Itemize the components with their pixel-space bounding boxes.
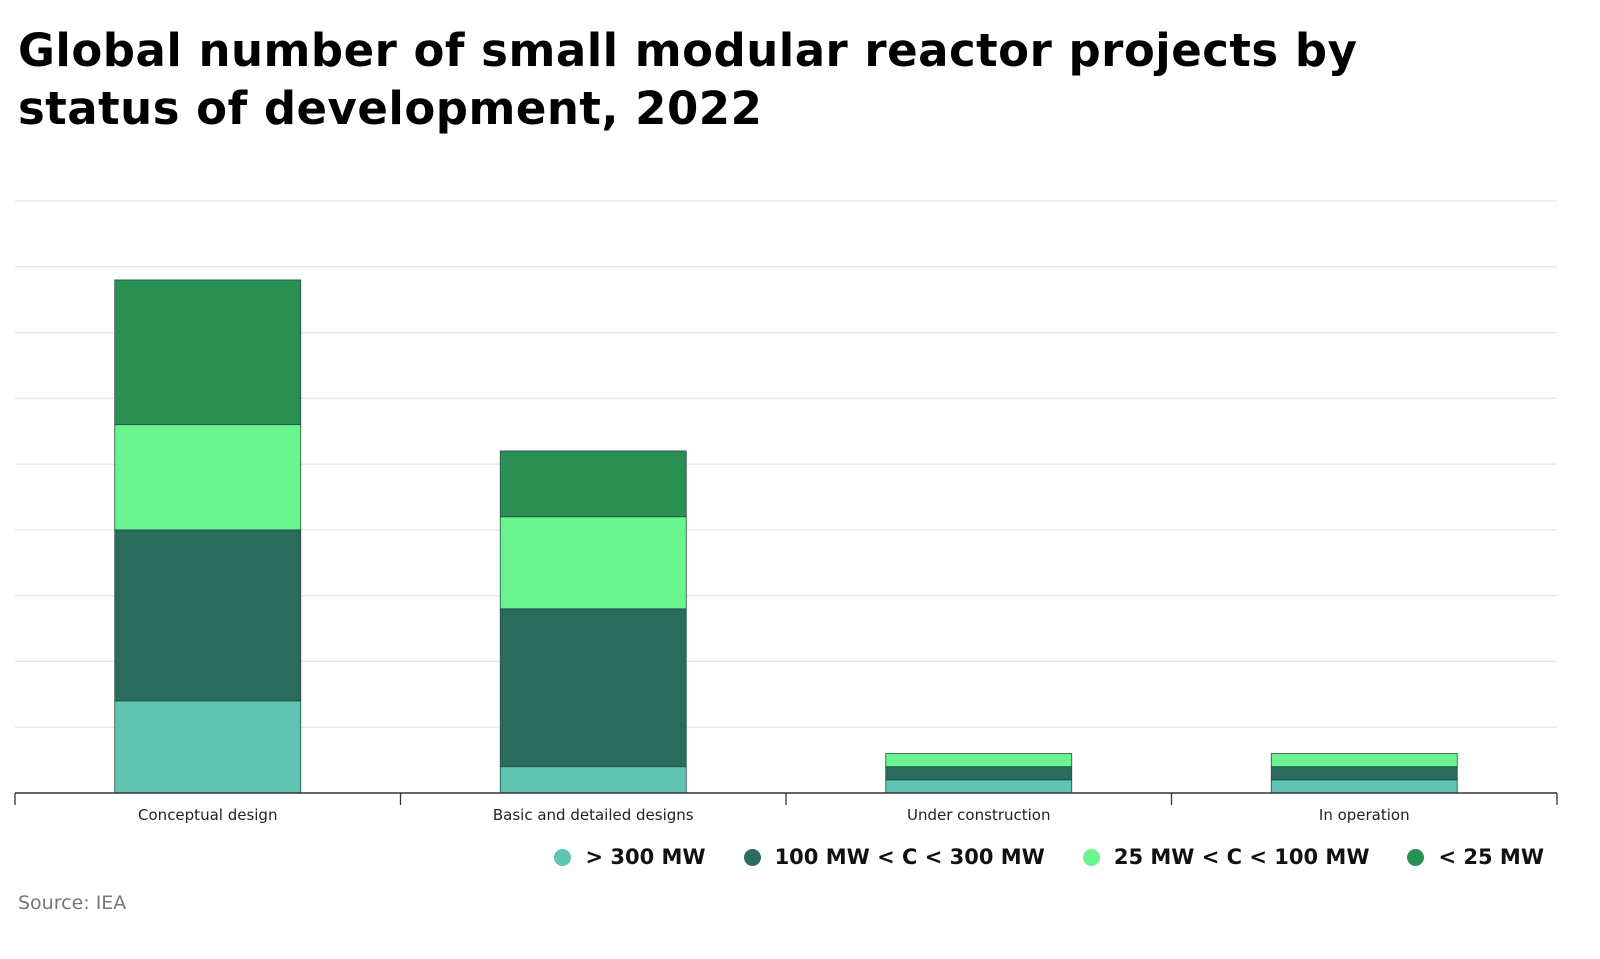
legend-label: 100 MW < C < 300 MW — [774, 845, 1045, 869]
x-tick-label: Under construction — [907, 806, 1050, 824]
bar-segment — [114, 424, 302, 531]
bar-segment — [1270, 779, 1458, 794]
source-note: Source: IEA — [18, 892, 127, 914]
legend: > 300 MW 100 MW < C < 300 MW 25 MW < C < 1… — [554, 845, 1544, 869]
legend-item: 25 MW < C < 100 MW — [1082, 845, 1370, 869]
bar-segment — [1270, 766, 1458, 781]
bar-segment — [499, 766, 687, 794]
legend-item: > 300 MW — [554, 845, 706, 869]
x-tick-label: Conceptual design — [138, 806, 277, 824]
bar-segment — [114, 700, 302, 794]
bar-segment — [114, 529, 302, 702]
legend-swatch — [743, 848, 761, 866]
chart-title: Global number of small modular reactor p… — [18, 24, 1358, 135]
bar-segment — [499, 608, 687, 768]
stacked-bar-chart: Conceptual design Basic and detailed desi… — [14, 200, 1558, 824]
legend-label: 25 MW < C < 100 MW — [1113, 845, 1370, 869]
legend-swatch — [1407, 848, 1425, 866]
bar-segment — [885, 753, 1073, 768]
x-tick-label: In operation — [1319, 806, 1410, 824]
bar-segment — [114, 279, 302, 426]
legend-label: < 25 MW — [1438, 845, 1544, 869]
bar-segment — [499, 516, 687, 610]
legend-item: 100 MW < C < 300 MW — [743, 845, 1045, 869]
legend-item: < 25 MW — [1407, 845, 1544, 869]
bar-segment — [885, 766, 1073, 781]
bar-segment — [1270, 753, 1458, 768]
legend-swatch — [1082, 848, 1100, 866]
bar-segment — [885, 779, 1073, 794]
legend-label: > 300 MW — [585, 845, 706, 869]
x-tick-label: Basic and detailed designs — [493, 806, 694, 824]
bar-segment — [499, 450, 687, 518]
legend-swatch — [554, 848, 572, 866]
